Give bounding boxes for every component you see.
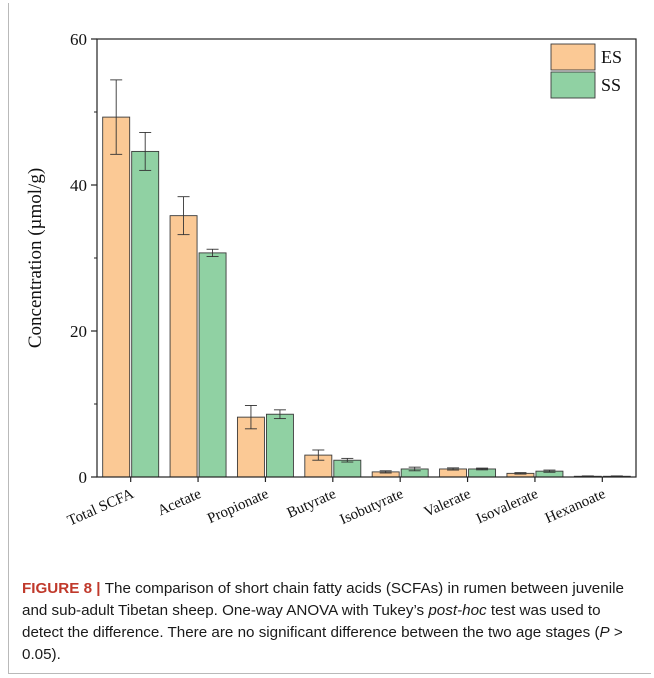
figure-frame (8, 3, 651, 674)
bar-es (102, 116, 131, 478)
x-tick-label: Propionate (205, 486, 271, 527)
bar-ss (265, 413, 294, 478)
legend-label-es: ES (601, 47, 622, 67)
x-axis-labels: Total SCFA Acetate Propionate Butyrate Isobu… (65, 486, 608, 530)
caption-italic-text: post-hoc (428, 602, 487, 619)
caption-p-symbol: P (599, 624, 610, 641)
y-tick-label: 20 (70, 322, 87, 341)
caption-text-1: The comparison of short chain fatty acid… (22, 580, 624, 619)
x-tick-label: Butyrate (285, 486, 339, 522)
bar-chart: 0 20 40 60 Total SCFA Acetate Propionate Butyr… (25, 30, 637, 530)
bar-ss (131, 150, 160, 478)
legend-swatch-ss (550, 71, 596, 99)
y-axis-label: Concentration (µmol/g) (25, 168, 46, 348)
y-tick-label: 40 (70, 176, 87, 195)
x-tick-label: Total SCFA (65, 486, 136, 529)
x-tick-label: Isobutyrate (338, 486, 406, 528)
legend-label-ss: SS (601, 75, 621, 95)
x-tick-label: Isovalerate (474, 486, 541, 528)
bars (102, 116, 631, 478)
y-axis-ticks: 0 20 40 60 (70, 30, 97, 487)
error-bars (110, 79, 623, 478)
y-tick-label: 0 (79, 468, 88, 487)
bar-es (169, 215, 198, 478)
legend-swatch-es (550, 43, 596, 71)
y-tick-label: 60 (70, 30, 87, 49)
figure-label: FIGURE 8 (22, 580, 93, 597)
legend: ES SS (550, 43, 622, 99)
x-tick-label: Hexanoate (543, 486, 608, 527)
caption-text-2: test was used to detect the difference. … (22, 602, 601, 641)
x-tick-label: Acetate (155, 486, 204, 519)
caption-separator: | (92, 580, 105, 597)
bar-ss (333, 459, 362, 478)
bar-ss (198, 252, 227, 478)
caption-text-3: > 0.05). (22, 624, 623, 663)
x-tick-label: Valerate (422, 486, 474, 521)
figure-caption: FIGURE 8 | The comparison of short chain… (22, 578, 640, 666)
